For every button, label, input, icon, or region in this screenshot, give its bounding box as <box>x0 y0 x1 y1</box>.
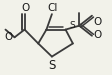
Text: O: O <box>21 3 29 13</box>
Text: Cl: Cl <box>48 3 58 13</box>
Text: S: S <box>48 58 56 72</box>
Text: O: O <box>4 32 13 42</box>
Text: O: O <box>93 17 101 27</box>
Text: S: S <box>70 21 76 30</box>
Text: O: O <box>93 30 101 40</box>
